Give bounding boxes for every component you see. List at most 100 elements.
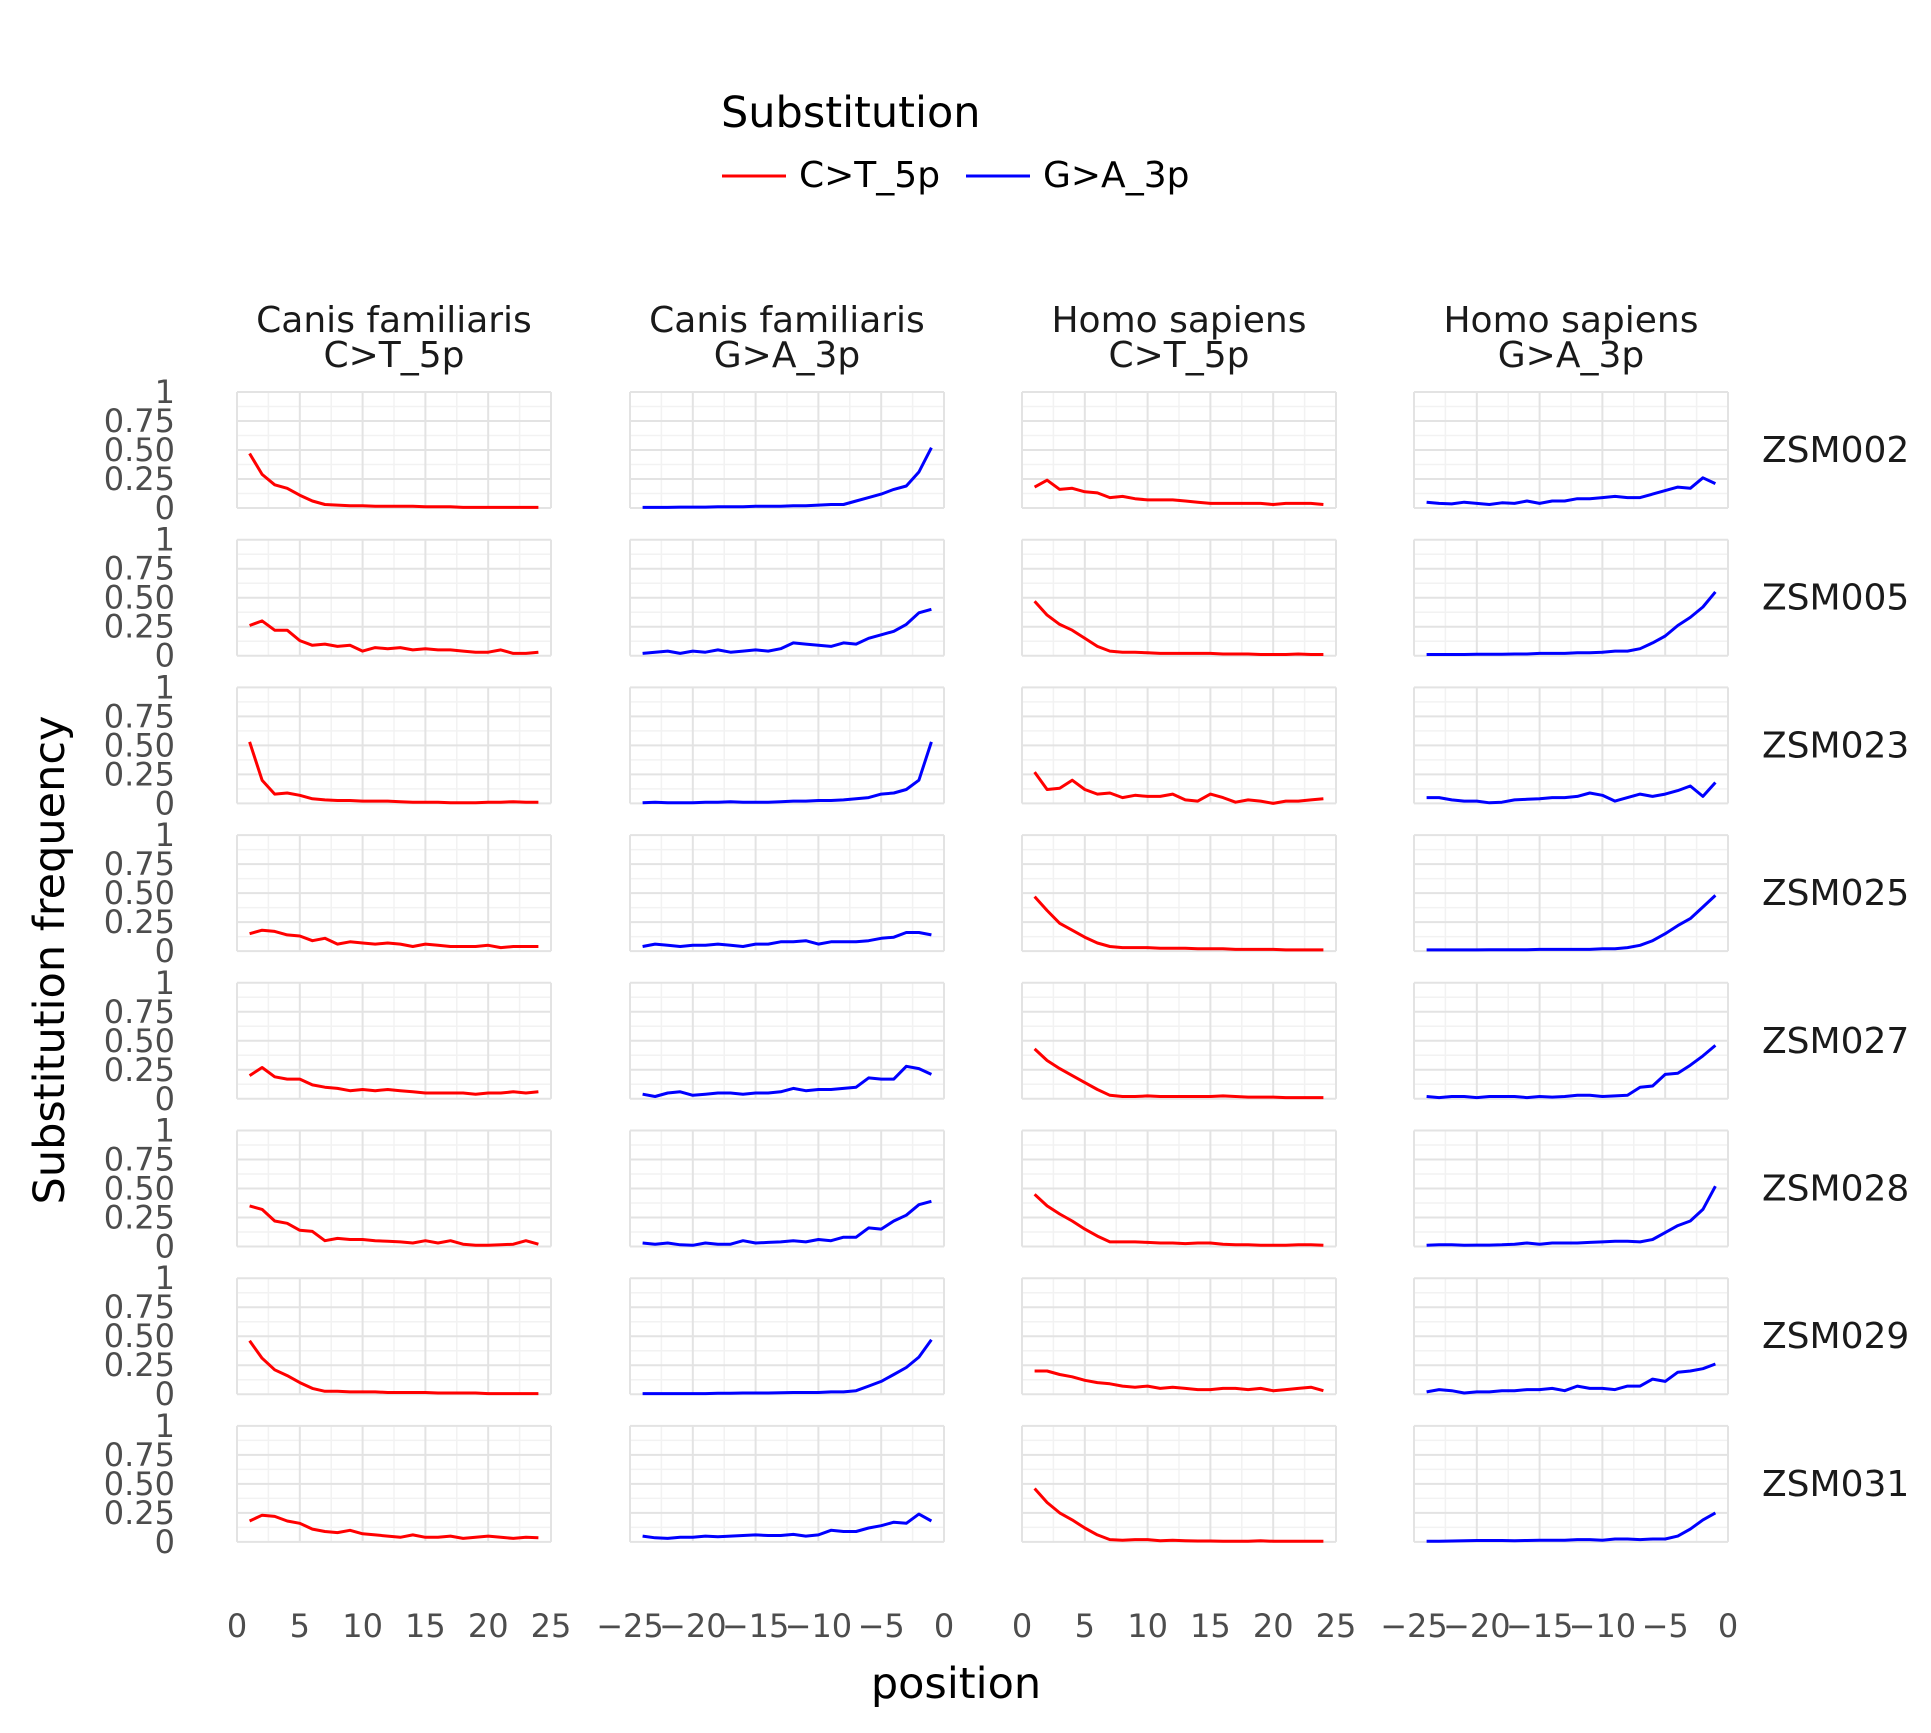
x-tick-label: −10: [785, 1607, 853, 1645]
panel-zsm025-canis-familiaris-c-t-5p: [236, 834, 552, 953]
series-line-c-t-5p: [1033, 1047, 1324, 1100]
x-tick-label: 20: [1253, 1607, 1294, 1645]
series-line-g-a-3p: [642, 1064, 933, 1098]
series-line-g-a-3p: [642, 1199, 932, 1247]
strip-label-species: Homo sapiens: [1051, 300, 1306, 341]
y-tick-label: 0.75: [104, 1288, 175, 1326]
y-tick-label: 0.25: [104, 1051, 175, 1089]
x-tick-label: −15: [722, 1607, 790, 1645]
x-tick-label: 5: [1075, 1607, 1095, 1645]
panel-zsm031-canis-familiaris-c-t-5p: [236, 1424, 552, 1543]
x-tick-label: −15: [1506, 1607, 1574, 1645]
panel-row-zsm028: ZSM028 00.250.500.751: [104, 1112, 1910, 1266]
y-tick-label: 0.75: [104, 697, 175, 735]
panel-row-zsm023: ZSM023 00.250.500.751: [104, 668, 1910, 822]
x-tick-label: 5: [290, 1607, 310, 1645]
y-tick-label: 0.50: [104, 874, 175, 912]
series-line-c-t-5p: [248, 1066, 539, 1096]
panel-row-zsm005: ZSM005 00.250.500.751: [104, 521, 1910, 675]
panel-zsm027-canis-familiaris-c-t-5p: [236, 981, 552, 1100]
row-label-zsm023: ZSM023: [1762, 725, 1909, 766]
row-label-zsm002: ZSM002: [1762, 430, 1909, 471]
series-line-c-t-5p: [1034, 1369, 1324, 1393]
panel-zsm005-homo-sapiens-g-a-3p: [1413, 538, 1729, 657]
strip-label-substitution: C>T_5p: [1108, 335, 1249, 376]
panel-zsm028-canis-familiaris-c-t-5p: [236, 1129, 552, 1248]
y-tick-label: 0.75: [104, 845, 175, 883]
y-tick-label: 0.25: [104, 1199, 175, 1237]
x-tick-label: 0: [227, 1607, 247, 1645]
y-tick-label: 0: [155, 932, 175, 970]
row-label-zsm025: ZSM025: [1762, 873, 1909, 914]
y-axis-title: Substitution frequency: [25, 716, 75, 1205]
y-tick-label: 0: [155, 784, 175, 822]
y-tick-label: 1: [155, 1259, 175, 1297]
y-tick-label: 1: [155, 964, 175, 1002]
x-tick-label: −20: [1443, 1607, 1511, 1645]
panel-row-zsm025: ZSM025 00.250.500.751: [104, 816, 1910, 970]
strip-label-species: Canis familiaris: [649, 300, 925, 341]
panel-zsm027-homo-sapiens-g-a-3p: [1413, 981, 1729, 1100]
panel-zsm027-homo-sapiens-c-t-5p: [1021, 981, 1337, 1100]
y-tick-label: 0.75: [104, 402, 175, 440]
panel-zsm023-canis-familiaris-g-a-3p: [629, 686, 945, 805]
panel-zsm025-homo-sapiens-g-a-3p: [1413, 834, 1729, 953]
legend-title: Substitution: [721, 88, 981, 138]
y-tick-label: 0: [155, 1523, 175, 1561]
x-tick-label: 25: [531, 1607, 572, 1645]
y-tick-label: 0.25: [104, 755, 175, 793]
y-tick-label: 1: [155, 668, 175, 706]
x-tick-label: −10: [1569, 1607, 1637, 1645]
y-tick-label: 0.75: [104, 1436, 175, 1474]
series-line-c-t-5p: [1033, 600, 1324, 656]
series-line-g-a-3p: [642, 1338, 933, 1396]
y-tick-label: 0: [155, 1228, 175, 1266]
panel-zsm031-homo-sapiens-c-t-5p: [1021, 1424, 1337, 1543]
x-tick-label: 15: [1190, 1607, 1231, 1645]
y-tick-label: 0.50: [104, 726, 175, 764]
y-tick-label: 0.50: [104, 1022, 175, 1060]
legend: Substitution C>T_5p G>A_3p: [721, 88, 1189, 196]
y-tick-label: 0.50: [104, 579, 175, 617]
series-line-g-a-3p: [1426, 476, 1717, 506]
y-tick-label: 1: [155, 373, 175, 411]
y-tick-label: 0: [155, 637, 175, 675]
row-label-zsm027: ZSM027: [1762, 1021, 1909, 1062]
x-tick-label: 0: [1012, 1607, 1032, 1645]
strip-label-substitution: C>T_5p: [323, 335, 464, 376]
panel-row-zsm027: ZSM027 00.250.500.751: [104, 964, 1910, 1118]
panel-zsm002-canis-familiaris-g-a-3p: [629, 391, 945, 509]
y-tick-label: 0.50: [104, 1170, 175, 1208]
series-line-c-t-5p: [1033, 895, 1324, 952]
x-tick-label: 20: [468, 1607, 509, 1645]
x-tick-label: 10: [1127, 1607, 1168, 1645]
series-line-g-a-3p: [642, 1512, 933, 1540]
y-tick-label: 1: [155, 816, 175, 854]
y-tick-label: 0.25: [104, 903, 175, 941]
y-tick-label: 0.25: [104, 1346, 175, 1384]
x-tick-label: 0: [1718, 1607, 1738, 1645]
strip-label-substitution: G>A_3p: [714, 335, 860, 376]
y-tick-label: 0.50: [104, 1465, 175, 1503]
x-tick-label: −25: [1380, 1607, 1448, 1645]
x-axis-title: position: [871, 1659, 1041, 1709]
panel-zsm031-canis-familiaris-g-a-3p: [629, 1424, 945, 1543]
panel-zsm005-canis-familiaris-g-a-3p: [629, 538, 945, 657]
x-tick-label: 25: [1316, 1607, 1357, 1645]
series-line-c-t-5p: [249, 619, 539, 655]
series-line-g-a-3p: [1426, 1044, 1717, 1100]
panel-zsm005-homo-sapiens-c-t-5p: [1021, 538, 1337, 657]
row-label-zsm029: ZSM029: [1762, 1316, 1909, 1357]
x-tick-label: −25: [596, 1607, 664, 1645]
series-line-g-a-3p: [642, 607, 932, 655]
y-tick-label: 0.50: [104, 1317, 175, 1355]
row-label-zsm005: ZSM005: [1762, 578, 1909, 619]
panel-row-zsm029: ZSM029 00.250.500.751: [104, 1259, 1910, 1413]
y-tick-label: 0.75: [104, 993, 175, 1031]
y-tick-label: 0.25: [104, 460, 175, 498]
series-line-c-t-5p: [1033, 478, 1324, 506]
y-tick-label: 1: [155, 521, 175, 559]
panel-zsm002-homo-sapiens-g-a-3p: [1413, 391, 1729, 509]
